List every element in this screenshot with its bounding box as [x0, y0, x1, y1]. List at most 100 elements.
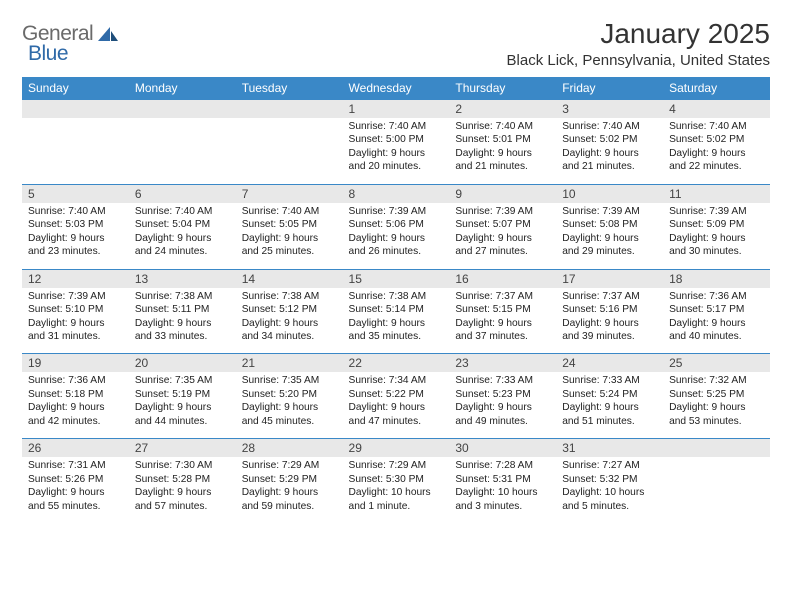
day-number-cell: 12: [22, 269, 129, 288]
day-number: 11: [663, 184, 770, 203]
title-block: January 2025 Black Lick, Pennsylvania, U…: [507, 18, 770, 69]
day-number-cell: 17: [556, 269, 663, 288]
day-day2: and 21 minutes.: [562, 160, 657, 173]
day-info-cell: Sunrise: 7:36 AMSunset: 5:18 PMDaylight:…: [22, 372, 129, 438]
day-info: Sunrise: 7:28 AMSunset: 5:31 PMDaylight:…: [449, 457, 556, 523]
day-info: Sunrise: 7:31 AMSunset: 5:26 PMDaylight:…: [22, 457, 129, 523]
day-sunset: Sunset: 5:05 PM: [242, 218, 337, 231]
day-sunset: Sunset: 5:09 PM: [669, 218, 764, 231]
day-number-cell: [129, 99, 236, 118]
day-day1: Daylight: 9 hours: [242, 401, 337, 414]
day-day1: Daylight: 9 hours: [349, 317, 444, 330]
day-info-cell: Sunrise: 7:39 AMSunset: 5:08 PMDaylight:…: [556, 203, 663, 269]
day-day2: and 31 minutes.: [28, 330, 123, 343]
day-number-cell: 3: [556, 99, 663, 118]
day-number-cell: [236, 99, 343, 118]
day-info: Sunrise: 7:27 AMSunset: 5:32 PMDaylight:…: [556, 457, 663, 523]
day-info-cell: Sunrise: 7:37 AMSunset: 5:15 PMDaylight:…: [449, 288, 556, 354]
day-number-cell: 1: [343, 99, 450, 118]
day-info: [129, 118, 236, 180]
calendar-header-row: Sunday Monday Tuesday Wednesday Thursday…: [22, 77, 770, 99]
day-sunrise: Sunrise: 7:34 AM: [349, 374, 444, 387]
day-number-cell: 25: [663, 353, 770, 372]
day-info-cell: Sunrise: 7:31 AMSunset: 5:26 PMDaylight:…: [22, 457, 129, 523]
day-day1: Daylight: 9 hours: [562, 401, 657, 414]
week-info-row: Sunrise: 7:40 AMSunset: 5:03 PMDaylight:…: [22, 203, 770, 269]
day-number: 20: [129, 353, 236, 372]
day-day2: and 59 minutes.: [242, 500, 337, 513]
day-sunrise: Sunrise: 7:40 AM: [349, 120, 444, 133]
day-number: 6: [129, 184, 236, 203]
location: Black Lick, Pennsylvania, United States: [507, 52, 770, 69]
day-info: Sunrise: 7:32 AMSunset: 5:25 PMDaylight:…: [663, 372, 770, 438]
day-day2: and 1 minute.: [349, 500, 444, 513]
logo-sail-icon: [96, 25, 120, 43]
day-info-cell: Sunrise: 7:29 AMSunset: 5:30 PMDaylight:…: [343, 457, 450, 523]
day-number: 9: [449, 184, 556, 203]
day-info: Sunrise: 7:40 AMSunset: 5:03 PMDaylight:…: [22, 203, 129, 269]
day-sunrise: Sunrise: 7:30 AM: [135, 459, 230, 472]
day-info-cell: Sunrise: 7:40 AMSunset: 5:02 PMDaylight:…: [556, 118, 663, 184]
day-number: 2: [449, 99, 556, 118]
day-sunrise: Sunrise: 7:40 AM: [669, 120, 764, 133]
week-daynum-row: 1234: [22, 99, 770, 118]
day-day2: and 55 minutes.: [28, 500, 123, 513]
day-sunrise: Sunrise: 7:40 AM: [28, 205, 123, 218]
day-day2: and 29 minutes.: [562, 245, 657, 258]
day-day1: Daylight: 9 hours: [455, 317, 550, 330]
day-info-cell: Sunrise: 7:29 AMSunset: 5:29 PMDaylight:…: [236, 457, 343, 523]
calendar-table: Sunday Monday Tuesday Wednesday Thursday…: [22, 77, 770, 523]
day-info: [236, 118, 343, 180]
day-sunset: Sunset: 5:12 PM: [242, 303, 337, 316]
weekday-header: Tuesday: [236, 77, 343, 99]
day-info: [663, 457, 770, 519]
day-day2: and 25 minutes.: [242, 245, 337, 258]
day-sunrise: Sunrise: 7:37 AM: [562, 290, 657, 303]
day-day1: Daylight: 9 hours: [135, 317, 230, 330]
day-info-cell: Sunrise: 7:28 AMSunset: 5:31 PMDaylight:…: [449, 457, 556, 523]
day-sunset: Sunset: 5:17 PM: [669, 303, 764, 316]
day-day2: and 24 minutes.: [135, 245, 230, 258]
day-info-cell: Sunrise: 7:38 AMSunset: 5:14 PMDaylight:…: [343, 288, 450, 354]
day-day2: and 51 minutes.: [562, 415, 657, 428]
day-number-cell: 31: [556, 438, 663, 457]
day-number-cell: 6: [129, 184, 236, 203]
week-info-row: Sunrise: 7:39 AMSunset: 5:10 PMDaylight:…: [22, 288, 770, 354]
week-info-row: Sunrise: 7:36 AMSunset: 5:18 PMDaylight:…: [22, 372, 770, 438]
day-number: [236, 99, 343, 118]
day-number: 10: [556, 184, 663, 203]
day-sunrise: Sunrise: 7:29 AM: [242, 459, 337, 472]
day-number: 23: [449, 353, 556, 372]
day-number-cell: 11: [663, 184, 770, 203]
day-day1: Daylight: 9 hours: [135, 401, 230, 414]
day-info-cell: [663, 457, 770, 523]
day-info: Sunrise: 7:35 AMSunset: 5:20 PMDaylight:…: [236, 372, 343, 438]
day-info-cell: Sunrise: 7:38 AMSunset: 5:11 PMDaylight:…: [129, 288, 236, 354]
day-sunrise: Sunrise: 7:39 AM: [669, 205, 764, 218]
day-info-cell: [129, 118, 236, 184]
day-number: 22: [343, 353, 450, 372]
day-number: 8: [343, 184, 450, 203]
day-number-cell: 26: [22, 438, 129, 457]
week-info-row: Sunrise: 7:40 AMSunset: 5:00 PMDaylight:…: [22, 118, 770, 184]
day-info: Sunrise: 7:40 AMSunset: 5:02 PMDaylight:…: [556, 118, 663, 184]
day-sunset: Sunset: 5:25 PM: [669, 388, 764, 401]
day-sunrise: Sunrise: 7:28 AM: [455, 459, 550, 472]
day-info: Sunrise: 7:40 AMSunset: 5:00 PMDaylight:…: [343, 118, 450, 184]
day-day1: Daylight: 9 hours: [28, 401, 123, 414]
day-info-cell: Sunrise: 7:40 AMSunset: 5:01 PMDaylight:…: [449, 118, 556, 184]
brand-name-2: Blue: [28, 42, 68, 65]
weekday-header: Monday: [129, 77, 236, 99]
day-day1: Daylight: 9 hours: [135, 232, 230, 245]
day-day1: Daylight: 9 hours: [562, 232, 657, 245]
day-sunrise: Sunrise: 7:29 AM: [349, 459, 444, 472]
day-info: Sunrise: 7:30 AMSunset: 5:28 PMDaylight:…: [129, 457, 236, 523]
day-info: Sunrise: 7:40 AMSunset: 5:04 PMDaylight:…: [129, 203, 236, 269]
day-day1: Daylight: 9 hours: [349, 147, 444, 160]
day-day1: Daylight: 9 hours: [242, 232, 337, 245]
day-number: 30: [449, 438, 556, 457]
day-info: Sunrise: 7:39 AMSunset: 5:07 PMDaylight:…: [449, 203, 556, 269]
day-sunset: Sunset: 5:06 PM: [349, 218, 444, 231]
day-sunset: Sunset: 5:11 PM: [135, 303, 230, 316]
day-number-cell: 13: [129, 269, 236, 288]
